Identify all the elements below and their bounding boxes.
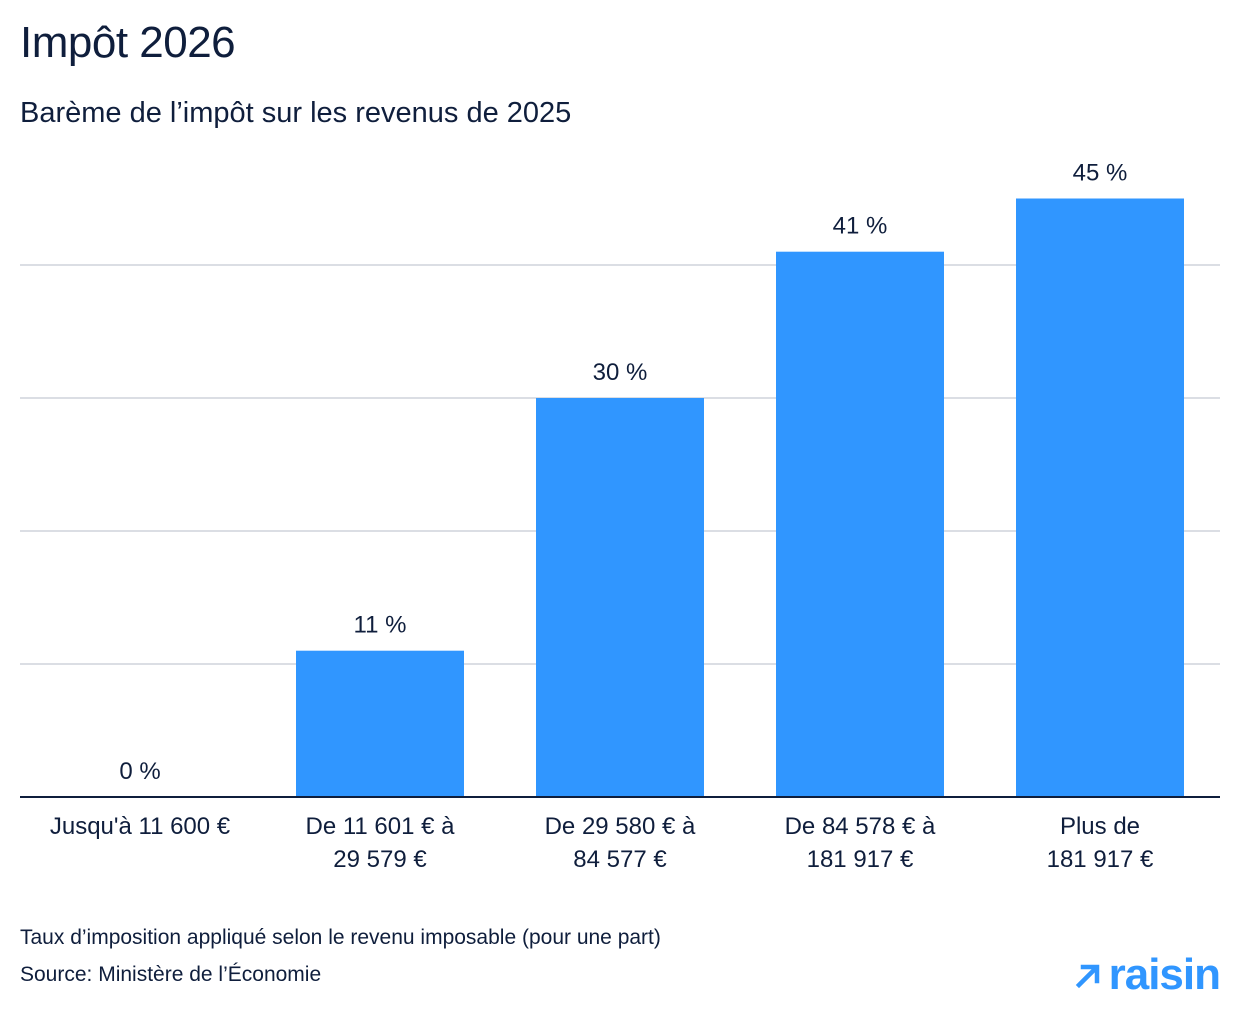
logo-text: raisin — [1108, 950, 1221, 999]
x-tick-label: 181 917 € — [1047, 846, 1154, 873]
chart-title: Impôt 2026 — [20, 18, 236, 67]
data-label: 45 % — [1073, 160, 1128, 187]
data-label: 41 % — [833, 213, 888, 240]
bar — [1016, 198, 1184, 797]
data-label: 11 % — [354, 612, 407, 639]
x-tick-label: 181 917 € — [807, 846, 914, 873]
bar — [536, 398, 704, 797]
x-tick-label: Plus de — [1060, 813, 1140, 840]
x-tick-label: 29 579 € — [333, 846, 427, 873]
chart-source: Source: Ministère de l’Économie — [20, 963, 322, 986]
raisin-logo: raisin — [1073, 950, 1221, 1000]
bar — [776, 251, 944, 797]
x-tick-label: 84 577 € — [573, 846, 667, 873]
data-label: 0 % — [119, 758, 160, 785]
x-tick-label: De 11 601 € à — [305, 813, 455, 840]
x-tick-label: Jusqu'à 11 600 € — [50, 813, 231, 840]
x-tick-label: De 84 578 € à — [785, 813, 936, 840]
bar — [296, 650, 464, 797]
chart-subtitle: Barème de l’impôt sur les revenus de 202… — [20, 97, 572, 129]
x-tick-label: De 29 580 € à — [545, 813, 696, 840]
chart-footnote: Taux d’imposition appliqué selon le reve… — [20, 926, 661, 949]
arrow-up-right-icon — [1075, 964, 1099, 989]
data-label: 30 % — [593, 359, 648, 386]
